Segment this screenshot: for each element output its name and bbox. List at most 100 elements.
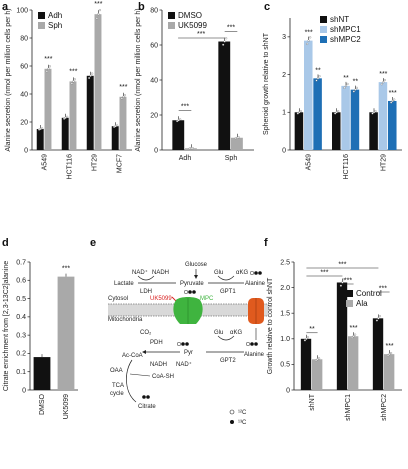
data-point (303, 339, 306, 342)
alanine-label-top: Alanine (245, 281, 266, 287)
data-point (316, 358, 319, 361)
x-tick-label: Adh (179, 155, 192, 162)
chart-f: 0 0.5 1.0 1.5 2.0 2.5 Growth relative to contr… (267, 259, 402, 421)
legend-label: UK5099 (178, 21, 207, 30)
alanine-mito-carbon-1 (245, 341, 251, 347)
legend-swatch (38, 22, 45, 29)
nad-plus-label-mito: NAD⁺ (176, 361, 192, 368)
bar (332, 112, 341, 150)
data-point (97, 13, 100, 16)
y-tick-label: 20 (20, 119, 28, 126)
significance-mark: *** (69, 68, 77, 75)
alanine-transporter (248, 298, 264, 324)
data-point (352, 335, 355, 338)
bar (69, 81, 77, 150)
x-tick-label: shMPC2 (381, 394, 388, 421)
significance-mark: *** (94, 1, 102, 8)
bar (36, 129, 44, 150)
pathway-diagram: Glucose NAD⁺ NADH Lactate Pyruvate LDH G… (108, 262, 268, 426)
data-point (63, 117, 66, 120)
y-tick-label: 2 (282, 72, 286, 79)
lactate-label: Lactate (114, 281, 134, 287)
data-point (296, 112, 299, 115)
c12-label: ¹²C (238, 410, 247, 416)
panel-letter-c: c (264, 1, 270, 13)
bar (313, 78, 322, 150)
legend-swatch (168, 22, 175, 29)
pdh-arrowhead (142, 350, 146, 354)
data-point (305, 337, 308, 340)
bar (341, 85, 350, 150)
gpt2-label: GPT2 (220, 358, 236, 364)
significance-mark: *** (119, 84, 127, 91)
data-point (70, 82, 73, 85)
data-point (116, 124, 119, 127)
legend-label: shMPC2 (330, 35, 361, 44)
panel-letter-e: e (90, 237, 96, 249)
data-point (390, 101, 393, 104)
data-point (351, 336, 354, 339)
legend-swatch (346, 300, 353, 307)
data-point (341, 281, 344, 284)
legend-swatch (38, 12, 45, 19)
significance-mark: *** (379, 71, 387, 78)
significance-mark: *** (227, 25, 235, 32)
data-point (354, 88, 357, 91)
data-point (191, 147, 194, 150)
alanine-mito-carbon-2 (250, 342, 254, 346)
bar (61, 117, 69, 150)
akg-label-top: αKG (236, 270, 248, 276)
bar (304, 40, 313, 150)
citrate-label: Citrate (138, 404, 156, 410)
x-tick-label: A549 (306, 154, 313, 170)
nad-plus-label: NAD⁺ (132, 269, 148, 276)
bar (33, 357, 51, 390)
data-point (315, 359, 318, 362)
significance-mark: *** (44, 56, 52, 63)
y-axis-label: Spheroid growth relative to shNT (263, 32, 270, 135)
bar (57, 276, 75, 390)
citrate-carbon-2 (146, 395, 150, 399)
data-point (298, 111, 301, 114)
mpc-label: MPC (200, 296, 214, 302)
x-tick-label: Sph (225, 155, 238, 162)
significance-mark: *** (379, 286, 387, 293)
data-point (387, 354, 390, 357)
y-tick-label: 20 (150, 112, 158, 119)
pyruvate-label: Pyruvate (180, 281, 204, 287)
chart-a: 0 20 40 60 80 100 Alanine secretion (nmol per … (5, 1, 132, 180)
x-tick-label: shNT (309, 393, 316, 410)
pyruvate-carbon-2 (188, 290, 192, 294)
data-point (98, 9, 101, 12)
y-tick-label: 0.6 (16, 278, 26, 285)
x-tick-label: HT29 (380, 154, 387, 171)
legend-swatch (320, 36, 327, 43)
bar (119, 96, 127, 150)
bar (369, 112, 378, 150)
c13-marker (230, 420, 234, 424)
significance-mark: ** (309, 326, 315, 333)
y-axis-label: Alanine secretion (nmol per million cell… (5, 8, 12, 151)
legend-label: shNT (330, 15, 349, 24)
data-point (355, 86, 358, 89)
oaa-label: OAA (110, 368, 123, 374)
data-point (342, 278, 345, 281)
x-tick-label: UK5099 (63, 394, 70, 419)
legend-swatch (320, 16, 327, 23)
coash-arrow (129, 373, 151, 377)
significance-mark: *** (338, 262, 346, 269)
alanine-carbon-3 (258, 271, 262, 275)
significance-mark: *** (344, 278, 352, 285)
pyr-carbon-3 (185, 342, 189, 346)
nadh-label-mito: NADH (150, 362, 167, 368)
nadh-label-top: NADH (152, 270, 169, 276)
data-point (122, 95, 125, 98)
citrate-carbon-1 (142, 395, 146, 399)
data-point (88, 76, 91, 80)
y-tick-label: 0.3 (16, 332, 26, 339)
data-point (89, 74, 92, 77)
y-axis-label: Growth relative to control shNT (267, 277, 274, 374)
legend-swatch (346, 290, 353, 297)
